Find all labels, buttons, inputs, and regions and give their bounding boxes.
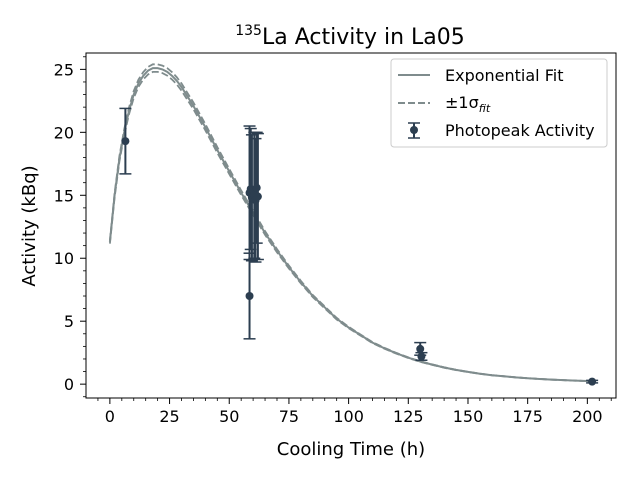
y-tick-label-10: 10 xyxy=(54,249,74,268)
x-tick-label-50: 50 xyxy=(219,407,239,426)
legend: Exponential Fit ±1σfit Photopeak Activit… xyxy=(390,58,608,148)
x-tick-label-0: 0 xyxy=(105,407,115,426)
y-tick-label-25: 25 xyxy=(54,60,74,79)
plot-area xyxy=(108,63,599,386)
y-axis-label: Activity (kBq) xyxy=(19,165,40,286)
x-axis-label: Cooling Time (h) xyxy=(277,439,425,460)
legend-points-marker xyxy=(410,126,418,134)
chart-title: 135La Activity in La05 xyxy=(235,23,465,50)
title-main: La Activity in La05 xyxy=(262,25,465,50)
x-tick-label-125: 125 xyxy=(393,407,424,426)
y-tick-label-15: 15 xyxy=(54,186,74,205)
x-tick-label-75: 75 xyxy=(279,407,299,426)
legend-band-prefix: ±1σ xyxy=(445,93,479,112)
title-superscript: 135 xyxy=(235,23,262,39)
legend-band-sub: fit xyxy=(479,102,491,115)
fit-curve-line xyxy=(108,67,593,383)
y-tick-label-5: 5 xyxy=(64,312,74,331)
x-tick-label-200: 200 xyxy=(572,407,603,426)
x-axis: 0 25 50 75 100 125 150 175 200 xyxy=(97,398,612,426)
y-tick-label-0: 0 xyxy=(64,375,74,394)
data-point-11 xyxy=(588,377,597,386)
data-point-10 xyxy=(417,352,426,361)
data-point-0 xyxy=(121,137,130,146)
legend-points-label: Photopeak Activity xyxy=(445,121,595,140)
data-point-2 xyxy=(245,292,254,301)
y-tick-label-20: 20 xyxy=(54,123,74,142)
x-tick-label-175: 175 xyxy=(512,407,543,426)
plot-frame xyxy=(85,52,617,399)
x-tick-label-25: 25 xyxy=(159,407,179,426)
x-tick-label-100: 100 xyxy=(333,407,364,426)
data-point-7 xyxy=(252,183,261,192)
data-point-8 xyxy=(253,192,262,201)
x-tick-label-150: 150 xyxy=(453,407,484,426)
y-axis: 0 5 10 15 20 25 xyxy=(54,56,86,398)
legend-box xyxy=(390,58,608,148)
legend-fit-label: Exponential Fit xyxy=(445,66,563,85)
legend-band-label: ±1σfit xyxy=(445,93,491,115)
data-point-9 xyxy=(416,344,425,353)
